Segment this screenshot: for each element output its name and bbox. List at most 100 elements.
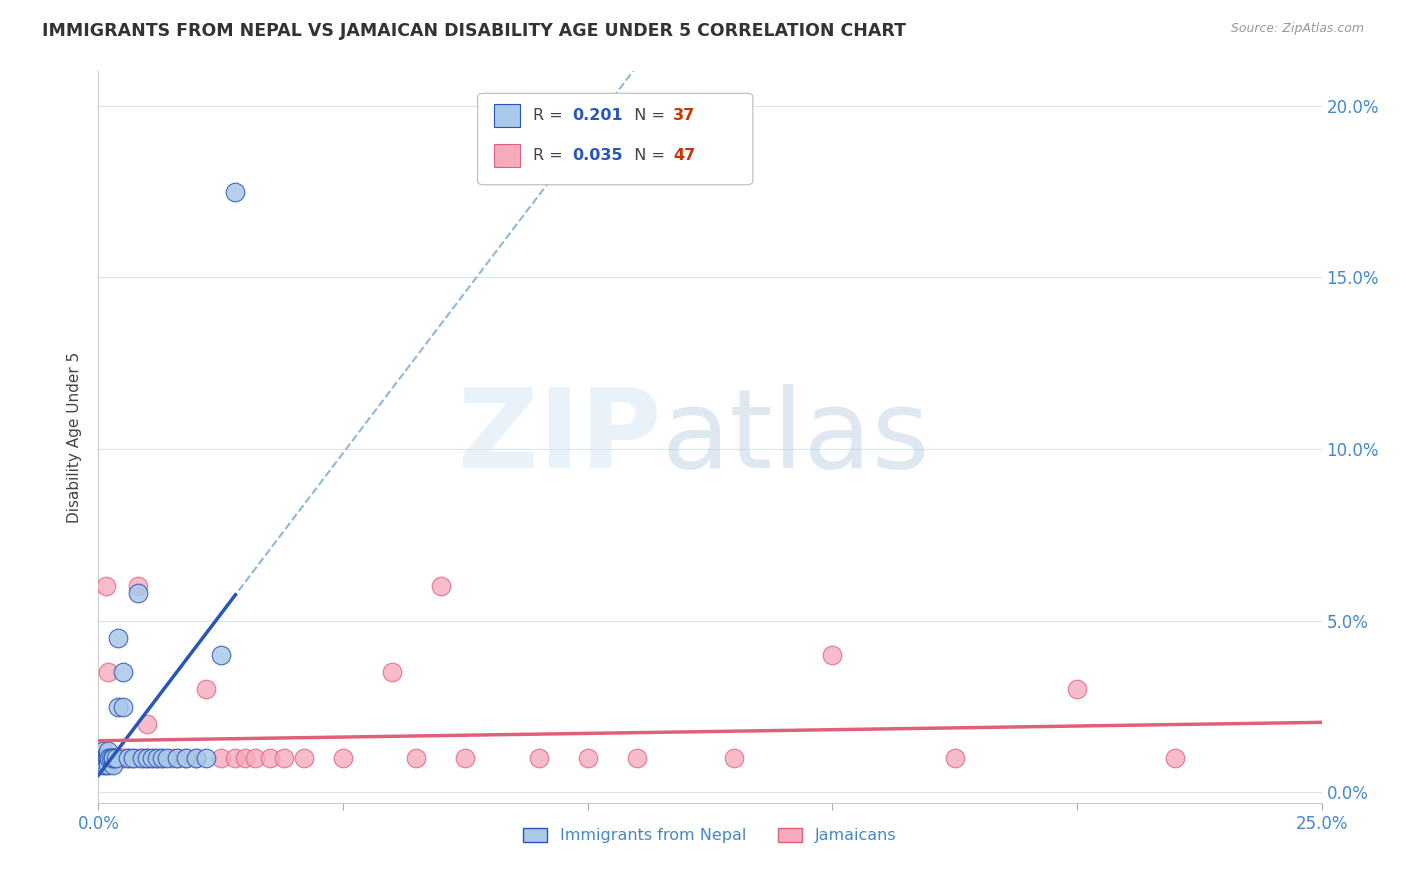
- Point: [150, 751, 173, 765]
- Point: [101, 751, 124, 765]
- Point: [224, 185, 246, 199]
- Point: [91, 751, 114, 765]
- Text: R =: R =: [533, 148, 568, 163]
- Point: [430, 579, 453, 593]
- Point: [104, 751, 127, 765]
- Point: [111, 665, 134, 680]
- Point: [101, 758, 124, 772]
- Point: [527, 751, 550, 765]
- Point: [117, 751, 139, 765]
- Point: [146, 751, 169, 765]
- Point: [209, 648, 232, 662]
- Point: [101, 751, 124, 765]
- Text: 0.035: 0.035: [572, 148, 623, 163]
- Point: [94, 758, 117, 772]
- FancyBboxPatch shape: [494, 103, 520, 127]
- Point: [91, 744, 114, 758]
- Point: [107, 631, 129, 645]
- Point: [107, 751, 129, 765]
- Point: [121, 751, 143, 765]
- Point: [131, 751, 153, 765]
- Point: [98, 751, 121, 765]
- Point: [405, 751, 427, 765]
- Point: [94, 579, 117, 593]
- Point: [97, 751, 120, 765]
- Point: [91, 758, 114, 772]
- Point: [176, 751, 198, 765]
- Text: 47: 47: [673, 148, 696, 163]
- Text: N =: N =: [624, 108, 671, 123]
- Text: IMMIGRANTS FROM NEPAL VS JAMAICAN DISABILITY AGE UNDER 5 CORRELATION CHART: IMMIGRANTS FROM NEPAL VS JAMAICAN DISABI…: [42, 22, 907, 40]
- FancyBboxPatch shape: [478, 94, 752, 185]
- Point: [111, 699, 134, 714]
- Point: [821, 648, 844, 662]
- Point: [626, 751, 648, 765]
- Point: [1164, 751, 1187, 765]
- Point: [141, 751, 163, 765]
- Point: [150, 751, 173, 765]
- Point: [121, 751, 143, 765]
- Point: [136, 716, 159, 731]
- Y-axis label: Disability Age Under 5: Disability Age Under 5: [67, 351, 83, 523]
- Point: [101, 751, 124, 765]
- Point: [273, 751, 295, 765]
- Point: [166, 751, 188, 765]
- Text: N =: N =: [624, 148, 671, 163]
- Point: [96, 751, 118, 765]
- Point: [93, 751, 115, 765]
- Point: [186, 751, 208, 765]
- Point: [156, 751, 179, 765]
- Point: [723, 751, 745, 765]
- Point: [111, 751, 134, 765]
- Text: R =: R =: [533, 108, 568, 123]
- Point: [93, 751, 115, 765]
- Point: [259, 751, 281, 765]
- Point: [243, 751, 266, 765]
- Point: [224, 751, 246, 765]
- Point: [141, 751, 163, 765]
- Point: [127, 579, 149, 593]
- Point: [195, 751, 218, 765]
- Point: [97, 744, 120, 758]
- Point: [100, 751, 122, 765]
- Point: [186, 751, 208, 765]
- Point: [94, 751, 117, 765]
- Point: [97, 665, 120, 680]
- Text: 37: 37: [673, 108, 696, 123]
- FancyBboxPatch shape: [494, 144, 520, 167]
- Point: [233, 751, 256, 765]
- Point: [117, 751, 139, 765]
- Point: [1066, 682, 1088, 697]
- Point: [454, 751, 477, 765]
- Point: [136, 751, 159, 765]
- Point: [332, 751, 354, 765]
- Point: [381, 665, 404, 680]
- Point: [943, 751, 966, 765]
- Point: [292, 751, 315, 765]
- Point: [111, 751, 134, 765]
- Point: [101, 751, 124, 765]
- Point: [127, 586, 149, 600]
- Point: [166, 751, 188, 765]
- Point: [107, 699, 129, 714]
- Point: [96, 751, 118, 765]
- Point: [90, 751, 112, 765]
- Point: [160, 751, 183, 765]
- Point: [91, 751, 114, 765]
- Point: [97, 751, 120, 765]
- Point: [131, 751, 153, 765]
- Point: [107, 751, 129, 765]
- Point: [101, 751, 124, 765]
- Point: [146, 751, 169, 765]
- Text: 0.201: 0.201: [572, 108, 623, 123]
- Point: [136, 751, 159, 765]
- Point: [97, 758, 120, 772]
- Text: ZIP: ZIP: [458, 384, 661, 491]
- Text: Source: ZipAtlas.com: Source: ZipAtlas.com: [1230, 22, 1364, 36]
- Point: [576, 751, 599, 765]
- Point: [209, 751, 232, 765]
- Text: atlas: atlas: [661, 384, 929, 491]
- Point: [176, 751, 198, 765]
- Legend: Immigrants from Nepal, Jamaicans: Immigrants from Nepal, Jamaicans: [517, 822, 903, 850]
- Point: [127, 751, 149, 765]
